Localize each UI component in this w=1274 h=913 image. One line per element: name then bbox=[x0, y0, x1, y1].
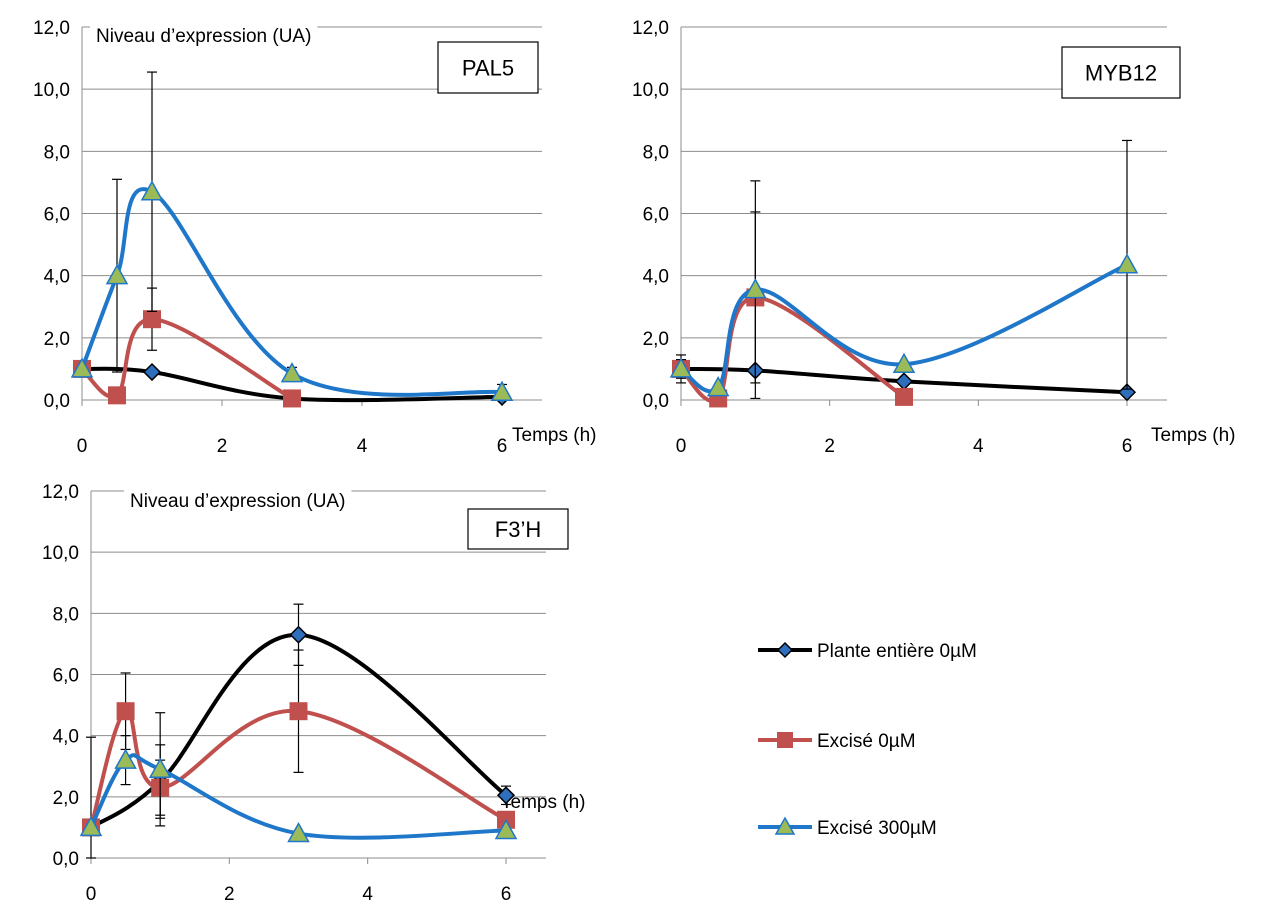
data-point-excise-300 bbox=[287, 821, 310, 843]
x-tick-label: 4 bbox=[362, 884, 373, 905]
gene-label-box bbox=[1061, 46, 1181, 99]
y-tick-label: 0,0 bbox=[53, 849, 79, 870]
legend-marker-square-icon bbox=[777, 732, 793, 748]
series-excise-0 bbox=[672, 211, 913, 408]
data-point-plante-entiere bbox=[289, 625, 308, 644]
y-tick-label: 4,0 bbox=[44, 267, 70, 288]
data-point-excise-300 bbox=[105, 264, 129, 285]
y-tick-label: 12,0 bbox=[42, 482, 79, 503]
y-axis-label: Niveau d’expression (UA) bbox=[96, 26, 311, 47]
legend: Plante entière 0µM Excisé 0µM Excisé 300… bbox=[758, 641, 977, 839]
x-axis-label: Temps (h) bbox=[512, 425, 596, 446]
gene-label-box bbox=[467, 508, 569, 550]
y-tick-label: 10,0 bbox=[33, 80, 70, 101]
legend-label-excise-0: Excisé 0µM bbox=[817, 731, 916, 752]
y-tick-label: 0,0 bbox=[44, 391, 70, 412]
legend-item-excise-0: Excisé 0µM bbox=[758, 731, 916, 752]
y-tick-label: 12,0 bbox=[632, 18, 669, 39]
x-tick-label: 2 bbox=[217, 436, 228, 457]
series-excise-300 bbox=[669, 139, 1139, 400]
legend-marker-diamond-icon bbox=[776, 641, 794, 659]
legend-item-plante-entiere: Plante entière 0µM bbox=[758, 641, 977, 662]
y-axis-label: Niveau d’expression (UA) bbox=[130, 491, 345, 512]
x-tick-label: 0 bbox=[676, 436, 687, 457]
x-tick-label: 6 bbox=[497, 436, 508, 457]
data-point-excise-300 bbox=[148, 757, 172, 779]
x-tick-label: 0 bbox=[77, 436, 88, 457]
data-point-excise-300 bbox=[706, 376, 730, 397]
legend-item-excise-300: Excisé 300µM bbox=[758, 816, 937, 839]
y-axis-label-bg bbox=[90, 24, 318, 48]
series-line-excise-0 bbox=[679, 295, 906, 403]
data-point-excise-0 bbox=[895, 387, 913, 406]
series-line-excise-0 bbox=[80, 317, 293, 401]
data-point-plante-entiere bbox=[1117, 383, 1137, 402]
chart-panels: 0,0 2,0 4,0 6,0 8,0 10,0 12,0 0 2 4 6 Niveau d’expr… bbox=[33, 18, 1235, 905]
y-tick-label: 2,0 bbox=[53, 788, 79, 809]
legend-marker-triangle-icon bbox=[774, 816, 796, 835]
y-tick-label: 0,0 bbox=[643, 391, 669, 412]
gene-label-box bbox=[437, 41, 539, 94]
chart-1: 0,0 2,0 4,0 6,0 8,0 10,0 12,0 0 2 4 6 Temps (h) MYB1… bbox=[632, 18, 1235, 457]
data-point-plante-entiere bbox=[496, 786, 516, 805]
x-tick-label: 6 bbox=[501, 884, 512, 905]
y-tick-label: 8,0 bbox=[44, 142, 70, 163]
y-tick-label: 6,0 bbox=[44, 205, 70, 226]
chart-title: F3’H bbox=[495, 517, 541, 542]
x-tick-label: 4 bbox=[973, 436, 984, 457]
data-point-excise-300 bbox=[490, 380, 514, 401]
data-point-excise-300 bbox=[79, 815, 103, 837]
y-tick-label: 2,0 bbox=[44, 329, 70, 350]
data-point-plante-entiere bbox=[142, 362, 162, 382]
data-point-plante-entiere bbox=[894, 372, 914, 391]
series-excise-300 bbox=[70, 71, 514, 401]
series-excise-0 bbox=[73, 287, 301, 408]
y-tick-label: 10,0 bbox=[632, 80, 669, 101]
x-tick-label: 4 bbox=[357, 436, 368, 457]
data-point-excise-300 bbox=[669, 357, 693, 378]
data-point-excise-300 bbox=[744, 278, 767, 299]
data-point-excise-300 bbox=[892, 352, 916, 374]
data-point-excise-300 bbox=[1115, 253, 1139, 274]
chart-0: 0,0 2,0 4,0 6,0 8,0 10,0 12,0 0 2 4 6 Niveau d’expr… bbox=[33, 18, 596, 457]
data-point-excise-0 bbox=[143, 310, 161, 329]
series-line-plante-entiere bbox=[89, 632, 508, 830]
y-tick-label: 8,0 bbox=[643, 142, 669, 163]
legend-label-excise-300: Excisé 300µM bbox=[817, 818, 937, 839]
x-axis-label: Temps (h) bbox=[1151, 425, 1235, 446]
y-tick-label: 2,0 bbox=[643, 329, 669, 350]
x-tick-label: 6 bbox=[1122, 436, 1133, 457]
chart-title: PAL5 bbox=[462, 56, 514, 81]
y-tick-label: 4,0 bbox=[53, 727, 79, 748]
y-tick-label: 12,0 bbox=[33, 18, 70, 39]
y-tick-label: 10,0 bbox=[42, 543, 79, 564]
chart-2: 0,0 2,0 4,0 6,0 8,0 10,0 12,0 0 2 4 6 Niveau d’expr… bbox=[42, 482, 585, 905]
data-point-excise-0 bbox=[116, 702, 135, 721]
data-point-excise-300 bbox=[280, 362, 304, 383]
data-point-excise-0 bbox=[289, 702, 308, 721]
chart-title: MYB12 bbox=[1085, 61, 1157, 86]
y-tick-label: 4,0 bbox=[643, 267, 669, 288]
series-line-excise-0 bbox=[89, 709, 507, 828]
y-axis-label-bg bbox=[124, 489, 352, 513]
x-tick-label: 2 bbox=[224, 884, 235, 905]
y-tick-label: 6,0 bbox=[643, 205, 669, 226]
data-point-excise-300 bbox=[70, 357, 94, 378]
data-point-excise-300 bbox=[140, 180, 164, 201]
x-tick-label: 0 bbox=[86, 884, 97, 905]
y-tick-label: 6,0 bbox=[53, 666, 79, 687]
series-excise-300 bbox=[79, 712, 518, 859]
y-tick-label: 8,0 bbox=[53, 604, 79, 625]
x-tick-label: 2 bbox=[824, 436, 835, 457]
data-point-excise-300 bbox=[114, 748, 137, 769]
data-point-excise-0 bbox=[108, 386, 126, 405]
data-point-excise-0 bbox=[283, 389, 301, 408]
x-axis-label: Temps (h) bbox=[501, 792, 585, 813]
data-point-excise-300 bbox=[494, 818, 518, 840]
legend-label-plante-entiere: Plante entière 0µM bbox=[817, 641, 977, 662]
series-line-plante-entiere bbox=[81, 366, 503, 403]
